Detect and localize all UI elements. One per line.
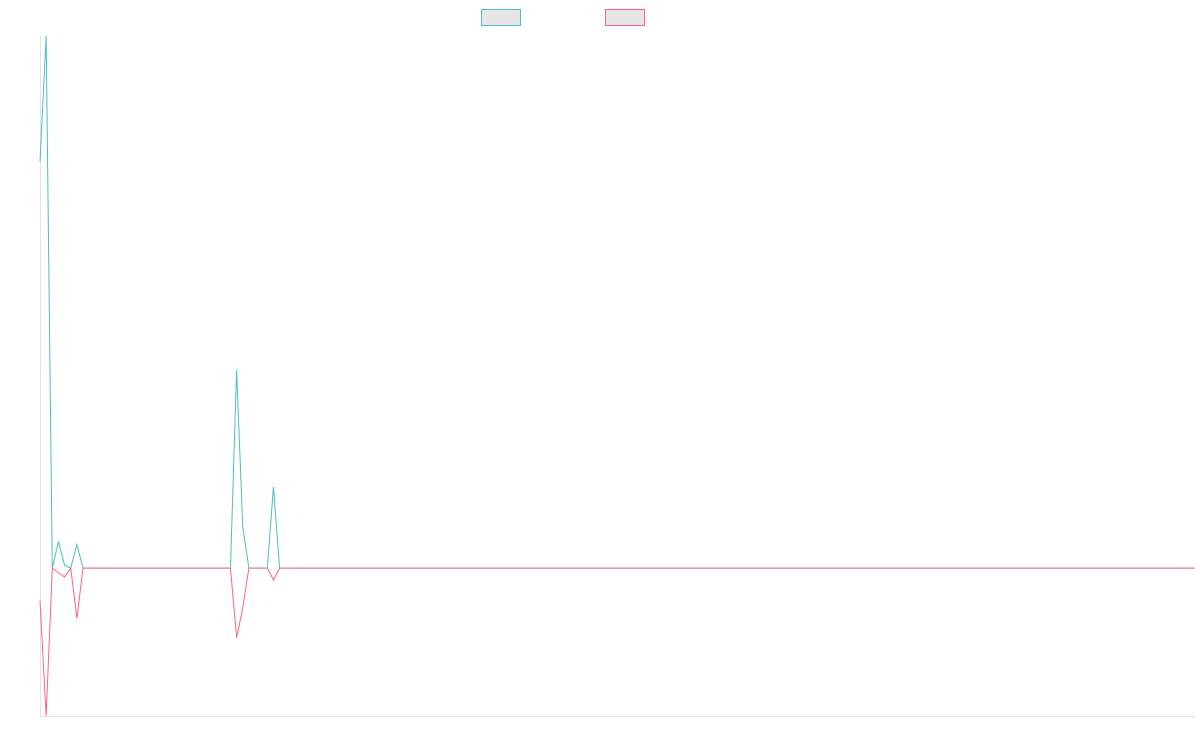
legend-swatch xyxy=(481,9,521,26)
legend-swatch xyxy=(605,9,645,26)
line-series xyxy=(39,566,1195,717)
line-series xyxy=(39,35,1195,569)
